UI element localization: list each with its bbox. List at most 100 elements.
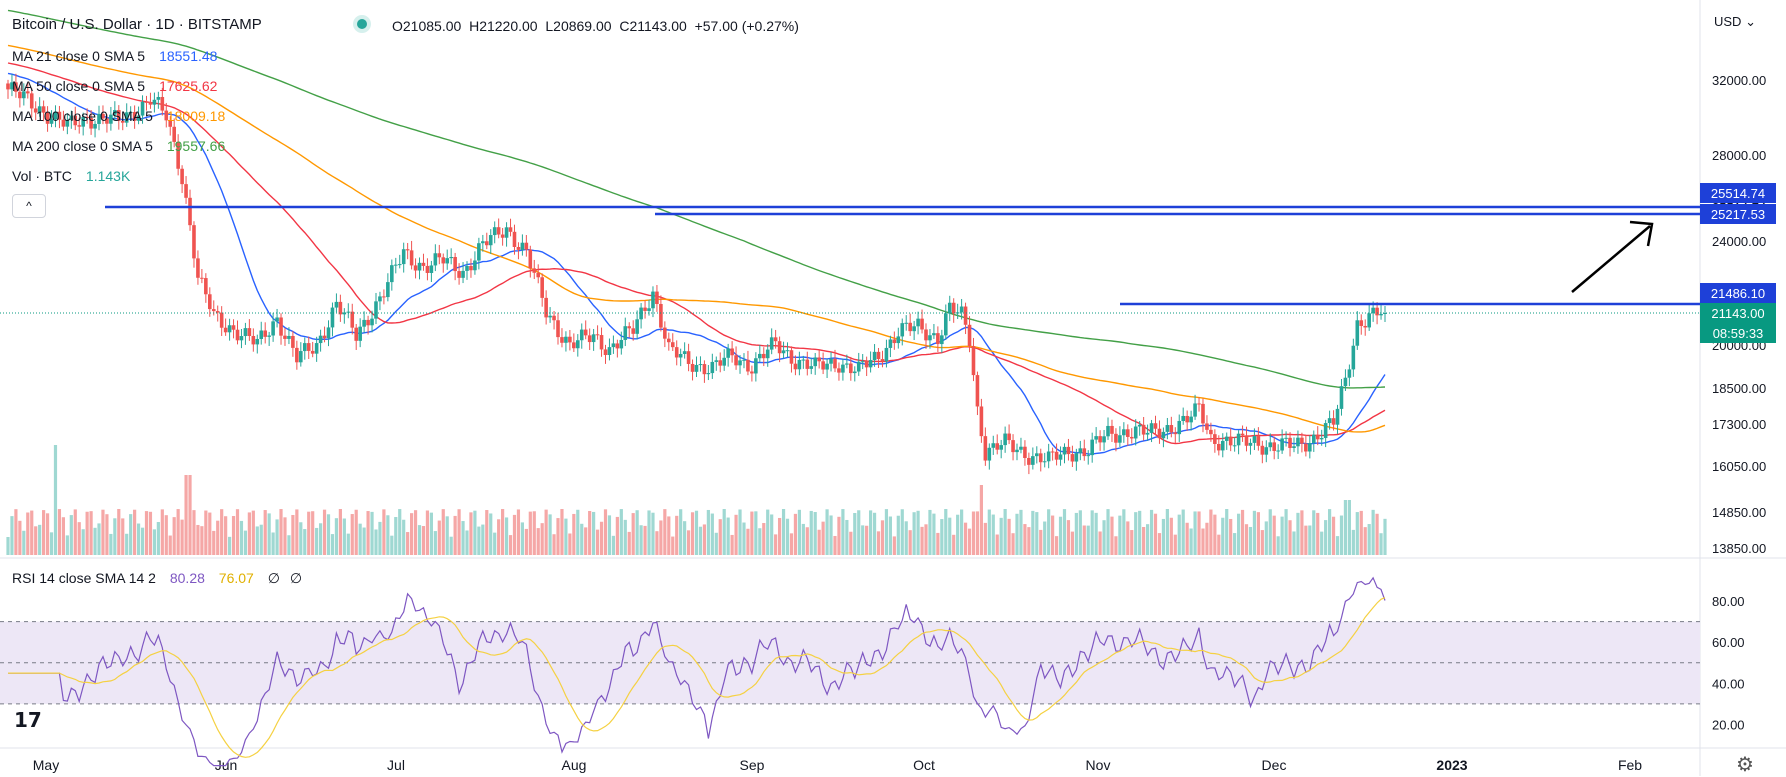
volume-bar (734, 514, 738, 555)
volume-bar (370, 511, 374, 555)
candle-body (397, 264, 402, 266)
volume-bar (457, 509, 461, 555)
candle-body (833, 358, 837, 369)
volume-bar (639, 525, 643, 555)
candle-body (120, 120, 125, 123)
candle-body (528, 249, 533, 269)
currency-selector[interactable]: USD ⌄ (1714, 14, 1756, 29)
candle-body (1129, 436, 1134, 439)
volume-bar (1066, 520, 1071, 555)
volume-bar (469, 512, 473, 555)
volume-bar (975, 511, 980, 555)
volume-bar (38, 524, 42, 555)
candle-body (287, 335, 291, 339)
volume-bar (963, 522, 968, 555)
volume-bar (774, 534, 778, 555)
candle-body (698, 364, 703, 366)
candle-body (1367, 313, 1371, 328)
volume-bar (212, 530, 216, 555)
candle-body (259, 330, 264, 339)
legend-ma21[interactable]: MA 21 close 0 SMA 5 18551.48 (12, 48, 218, 64)
rsi-legend[interactable]: RSI 14 close SMA 14 2 80.28 76.07 ∅ ∅ (12, 570, 303, 586)
candle-body (350, 311, 355, 328)
volume-bar (694, 510, 699, 555)
candle-body (1280, 438, 1284, 451)
candle-body (1074, 453, 1079, 462)
candle-body (1122, 429, 1126, 436)
candle-body (263, 330, 267, 337)
collapse-legend-button[interactable]: ^ (12, 194, 46, 218)
volume-bar (825, 509, 829, 555)
candle-body (1315, 434, 1320, 440)
low-value: L20869.00 (545, 18, 612, 34)
candle-body (1264, 447, 1269, 455)
volume-bar (200, 526, 204, 555)
candle-body (544, 297, 548, 318)
legend-ma50[interactable]: MA 50 close 0 SMA 5 17625.62 (12, 78, 218, 94)
volume-bar (552, 534, 556, 555)
candle-body (239, 336, 244, 341)
time-tick-label: Dec (1262, 757, 1287, 773)
volume-bar (1149, 509, 1154, 555)
legend-ma200[interactable]: MA 200 close 0 SMA 5 19557.66 (12, 138, 226, 154)
candle-body (884, 347, 889, 362)
volume-bar (809, 510, 813, 555)
volume-bar (643, 525, 647, 555)
volume-bar (235, 509, 240, 555)
time-tick-label: Oct (913, 757, 935, 773)
volume-bar (279, 509, 283, 555)
candle-body (69, 115, 74, 121)
volume-bar (1062, 509, 1067, 555)
candle-body (1232, 445, 1237, 447)
volume-bar (936, 532, 940, 555)
open-value: O21085.00 (392, 18, 462, 34)
candle-body (1173, 432, 1178, 435)
candle-body (1066, 446, 1071, 455)
volume-bar (1217, 534, 1221, 555)
volume-bar (1375, 513, 1379, 555)
candle-body (928, 335, 932, 341)
price-tick-label: 17300.00 (1712, 417, 1766, 432)
volume-bar (117, 509, 121, 555)
candle-body (655, 291, 659, 304)
candle-body (583, 329, 588, 336)
legend-volume[interactable]: Vol · BTC 1.143K (12, 168, 131, 184)
volume-bar (501, 509, 505, 555)
candle-body (235, 329, 240, 341)
time-tick-label: 2023 (1436, 757, 1467, 773)
volume-bar (647, 510, 651, 555)
volume-bar (1347, 500, 1351, 555)
volume-bar (1284, 509, 1288, 555)
candle-body (172, 126, 176, 142)
volume-bar (635, 510, 639, 555)
trend-arrow-head (1629, 220, 1654, 247)
legend-ma100[interactable]: MA 100 close 0 SMA 5 18009.18 (12, 108, 226, 124)
volume-bar (318, 523, 323, 555)
volume-bar (876, 531, 881, 555)
price-tag-level3: 21486.10 (1700, 283, 1776, 303)
volume-bar (156, 522, 160, 555)
volume-bar (967, 528, 972, 555)
gear-icon[interactable]: ⚙ (1736, 754, 1754, 776)
volume-bar (259, 524, 263, 555)
candle-body (1189, 416, 1193, 423)
volume-bar (1383, 518, 1387, 555)
candle-body (758, 353, 762, 359)
time-tick-label: Sep (740, 757, 765, 773)
candle-body (382, 296, 386, 298)
candle-body (275, 317, 279, 322)
volume-bar (928, 509, 932, 555)
volume-bar (26, 512, 30, 555)
candle-body (575, 340, 580, 349)
candle-body (896, 336, 901, 344)
candle-body (164, 110, 169, 121)
volume-bar (1292, 531, 1296, 555)
volume-bar (152, 529, 157, 555)
volume-bar (493, 532, 497, 555)
rsi-sma-value: 76.07 (218, 570, 254, 586)
candle-body (1165, 425, 1170, 432)
candle-body (742, 359, 746, 361)
candle-body (1031, 456, 1035, 465)
candle-body (1086, 455, 1091, 457)
